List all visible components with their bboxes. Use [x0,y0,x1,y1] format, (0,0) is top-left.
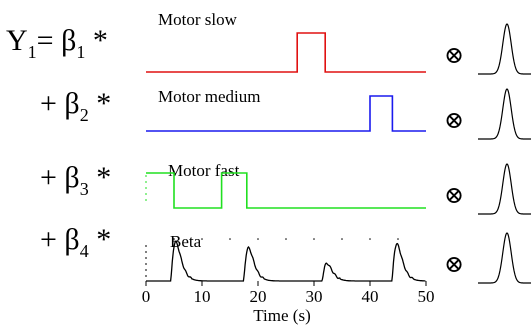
time-axis-tick-label: 50 [418,287,435,306]
equation-row-2: + β2 * [40,87,111,125]
time-axis-tick-label: 40 [362,287,379,306]
hrf-curve-icon [478,88,531,140]
motor-slow-trace [146,32,426,73]
beta-trace [146,240,426,282]
beta-subscript: 4 [80,241,89,261]
reference-dot [201,238,203,240]
convolution-icon: ⊗ [444,252,464,278]
equation-row-3: + β3 * [40,161,111,199]
hrf-curve-icon [478,163,531,215]
convolution-icon: ⊗ [444,43,464,69]
motor-medium-trace [146,95,426,132]
beta-symbol: β [64,161,79,194]
multiply-symbol: * [89,223,112,256]
reference-dot [173,238,175,240]
reference-dot [369,238,371,240]
reference-dot [313,238,315,240]
beta-subscript: 1 [76,42,85,62]
beta-subscript: 2 [80,105,89,125]
plus-symbol: + [40,223,64,256]
equation-operator: = [37,24,61,57]
reference-dot [285,238,287,240]
plus-symbol: + [40,87,64,120]
trace-label-beta: Beta [170,232,202,251]
equation-lhs: Y [6,24,28,57]
time-axis: 0 10 20 30 40 50 [142,281,435,306]
time-axis-title: Time (s) [253,306,310,325]
beta-symbol: β [64,223,79,256]
reference-dot [257,238,259,240]
convolution-icon: ⊗ [444,183,464,209]
beta-subscript: 3 [80,179,89,199]
plus-symbol: + [40,161,64,194]
trace-label-motor-medium: Motor medium [158,87,260,106]
hrf-curve-icon [478,23,531,75]
multiply-symbol: * [89,161,112,194]
equation-row-1: Y1= β1 * [6,24,108,62]
time-axis-tick-label: 30 [306,287,323,306]
reference-dot [229,238,231,240]
equation-lhs-subscript: 1 [28,42,37,62]
trace-label-motor-fast: Motor fast [168,161,240,180]
trace-label-motor-slow: Motor slow [158,10,238,29]
multiply-symbol: * [89,87,112,120]
hrf-curve-icon [478,232,531,284]
motor-fast-trace [146,172,426,209]
beta-reference-dots [173,238,399,240]
reference-dot [397,238,399,240]
multiply-symbol: * [85,24,108,57]
equation-row-4: + β4 * [40,223,111,261]
left-tick-marks [145,175,147,277]
beta-symbol: β [61,24,76,57]
convolution-icon: ⊗ [444,108,464,134]
convolution-column: ⊗ ⊗ ⊗ ⊗ [444,23,531,284]
reference-dot [341,238,343,240]
time-axis-tick-label: 20 [250,287,267,306]
time-axis-tick-label: 10 [194,287,211,306]
beta-symbol: β [64,87,79,120]
time-axis-tick-label: 0 [142,287,151,306]
